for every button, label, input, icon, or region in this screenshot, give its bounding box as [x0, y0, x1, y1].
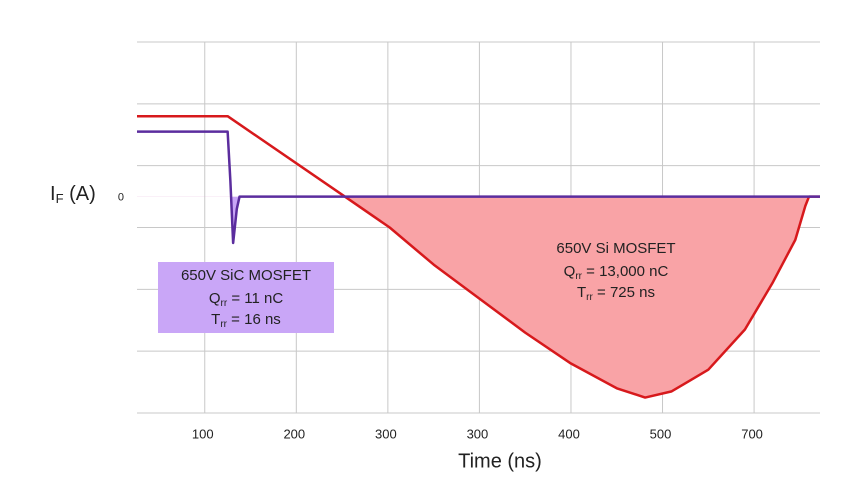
sic-trr: Trr = 16 ns [211, 311, 281, 330]
rest: = 13,000 nC [582, 263, 668, 280]
sic-qrr: Qrr = 11 nC [209, 290, 284, 309]
sub: F [56, 191, 64, 206]
si-qrr: Qrr = 13,000 nC [564, 263, 669, 282]
area [344, 196, 810, 398]
x-tick-label: 100 [192, 426, 214, 441]
x-tick-label: 300 [375, 426, 397, 441]
sym: T [577, 284, 586, 301]
x-tick-label: 200 [283, 426, 305, 441]
y-tick-label: 0 [118, 191, 124, 203]
rest: (A) [64, 183, 96, 205]
series-line [137, 130, 820, 245]
sic-annotation-box [158, 262, 334, 333]
sym: I [50, 183, 56, 205]
rest: = 725 ns [593, 284, 655, 301]
x-tick-label: 700 [741, 426, 763, 441]
x-tick-label: 500 [650, 426, 672, 441]
si-title: 650V Si MOSFET [556, 240, 675, 257]
x-tick-label: 400 [558, 426, 580, 441]
y-axis-label: IF (A) [50, 183, 96, 206]
si-trr: Trr = 725 ns [577, 284, 655, 303]
sub: rr [220, 319, 227, 330]
fills [231, 196, 810, 398]
x-axis-label: Time (ns) [458, 450, 542, 472]
sub: rr [575, 271, 582, 282]
sym: T [211, 311, 220, 328]
sym: Q [564, 263, 576, 280]
sub: rr [220, 298, 227, 309]
sub: rr [586, 292, 593, 303]
x-tick-label: 300 [467, 426, 489, 441]
rest: = 11 nC [227, 290, 283, 307]
sym: Q [209, 290, 221, 307]
sic-title: 650V SiC MOSFET [181, 267, 311, 284]
rest: = 16 ns [227, 311, 281, 328]
lines [137, 114, 820, 399]
series-line [137, 114, 820, 399]
